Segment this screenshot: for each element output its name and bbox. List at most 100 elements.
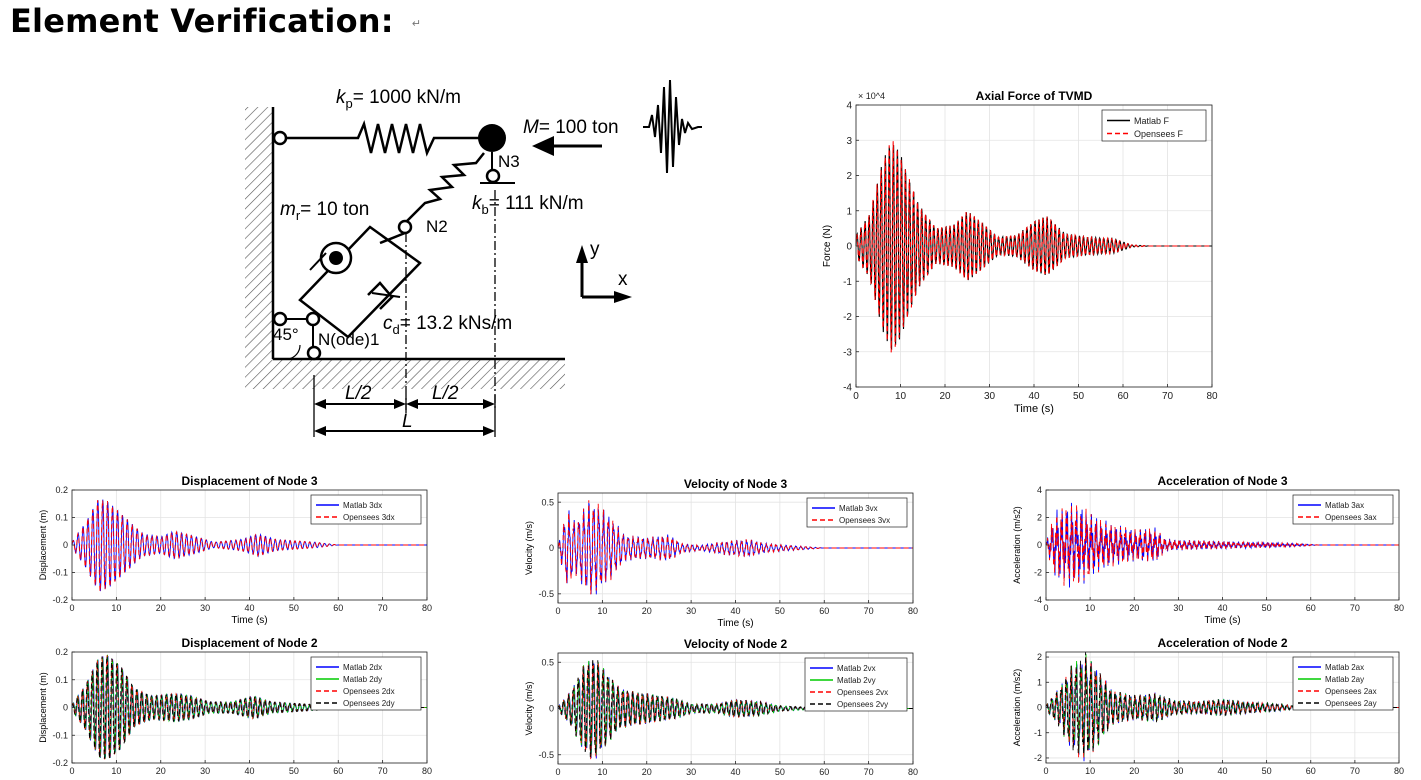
node2-label: N2 (426, 217, 448, 236)
y-tick-label: 0.5 (541, 657, 554, 667)
x-tick-label: 10 (1085, 766, 1095, 776)
x-tick-label: 70 (864, 606, 874, 616)
x-tick-label: 50 (1262, 603, 1272, 613)
y-axis-label: Acceleration (m/s2) (1012, 506, 1022, 584)
y-axis-label: Displacement (m) (38, 510, 48, 581)
series-line (855, 141, 1212, 353)
legend-label: Opensees 3ax (1325, 513, 1377, 522)
x-tick-label: 60 (1306, 603, 1316, 613)
x-tick-label: 80 (422, 603, 432, 613)
svg-text:kb= 111 kN/m: kb= 111 kN/m (472, 193, 584, 217)
x-tick-label: 50 (1262, 766, 1272, 776)
y-tick-label: 2 (846, 171, 852, 182)
x-tick-label: 30 (686, 767, 696, 777)
x-tick-label: 80 (422, 766, 432, 776)
x-tick-label: 20 (939, 391, 951, 402)
x-axis-label: Time (s) (1204, 615, 1240, 626)
y-tick-label: 0 (63, 540, 68, 550)
y-tick-label: -4 (1034, 595, 1042, 605)
mr-label: = 10 ton (300, 199, 369, 220)
legend-label: Opensees F (1134, 129, 1184, 139)
dim-left-label: L/2 (345, 383, 372, 404)
kp-spring (286, 120, 490, 157)
x-tick-label: 0 (69, 603, 74, 613)
x-tick-label: 60 (819, 606, 829, 616)
legend-box (804, 657, 908, 712)
legend-label: Opensees 3vx (839, 516, 890, 525)
x-tick-label: 50 (289, 603, 299, 613)
legend-label: Opensees 2dx (343, 687, 395, 696)
y-tick-label: -1 (1034, 728, 1042, 738)
x-tick-label: 0 (555, 767, 560, 777)
legend-label: Opensees 2dy (343, 699, 395, 708)
x-tick-label: 70 (1350, 603, 1360, 613)
y-tick-label: 0.1 (55, 675, 68, 685)
x-tick-label: 20 (1129, 603, 1139, 613)
x-axis-label: Time (s) (717, 618, 753, 629)
kb-label: = 111 kN/m (489, 193, 584, 214)
x-tick-label: 50 (289, 766, 299, 776)
x-tick-label: 80 (1394, 603, 1404, 613)
y-tick-label: -2 (1034, 568, 1042, 578)
dim-right-label: L/2 (432, 383, 459, 404)
mass-m (478, 124, 506, 152)
x-axis-label: Time (s) (1014, 403, 1054, 415)
kp-label: = 1000 kN/m (353, 87, 461, 108)
y-tick-label: -2 (1034, 753, 1042, 763)
y-exponent-label: × 10^4 (858, 91, 885, 101)
x-tick-label: 30 (200, 766, 210, 776)
legend-label: Opensees 2vx (837, 688, 888, 697)
legend-box (310, 494, 422, 525)
x-tick-label: 0 (1043, 766, 1048, 776)
cd-label: = 13.2 kNs/m (400, 313, 512, 334)
y-tick-label: -2 (843, 312, 852, 323)
legend-label: Matlab 2ay (1325, 675, 1364, 684)
x-tick-label: 80 (908, 606, 918, 616)
x-tick-label: 0 (853, 391, 859, 402)
y-tick-label: -4 (843, 383, 852, 394)
x-tick-label: 40 (1217, 766, 1227, 776)
x-tick-label: 10 (111, 603, 121, 613)
y-tick-label: 0 (846, 242, 852, 253)
x-tick-label: 50 (775, 767, 785, 777)
legend-label: Opensees 3dx (343, 513, 395, 522)
x-tick-label: 30 (1173, 766, 1183, 776)
x-tick-label: 10 (597, 767, 607, 777)
y-tick-label: 2 (1037, 652, 1042, 662)
x-tick-label: 40 (1028, 391, 1040, 402)
x-tick-label: 70 (378, 766, 388, 776)
x-tick-label: 20 (642, 767, 652, 777)
legend-box (1101, 109, 1207, 142)
y-tick-label: 1 (1037, 677, 1042, 687)
legend-label: Matlab 2ax (1325, 663, 1364, 672)
series-line (1045, 504, 1399, 586)
series-line (71, 500, 427, 592)
x-tick-label: 0 (1043, 603, 1048, 613)
ground-motion-icon (643, 79, 702, 174)
acceleration-node3-chart: 0 10 20 30 40 50 60 70 80 -4 -2 0 2 4 Acceleration of … (1012, 474, 1404, 626)
axis-y-label: y (590, 239, 600, 260)
y-tick-label: 0.2 (55, 485, 68, 495)
chart-title: Displacement of Node 3 (181, 474, 317, 488)
legend-box (1292, 494, 1394, 525)
x-tick-label: 20 (156, 603, 166, 613)
x-tick-label: 30 (200, 603, 210, 613)
svg-text:mr= 10 ton: mr= 10 ton (280, 199, 369, 223)
x-tick-label: 80 (1394, 766, 1404, 776)
x-tick-label: 20 (1129, 766, 1139, 776)
legend-label: Opensees 2vy (837, 700, 888, 709)
x-tick-label: 70 (1162, 391, 1174, 402)
y-axis-label: Velocity (m/s) (524, 681, 534, 735)
svg-text:cd= 13.2 kNs/m: cd= 13.2 kNs/m (383, 313, 512, 337)
page-heading: Element Verification: ↵ (10, 2, 421, 40)
angle-label: 45° (273, 325, 299, 344)
legend-label: Matlab 3dx (343, 501, 382, 510)
x-tick-label: 40 (730, 767, 740, 777)
legend-label: Matlab 2dx (343, 663, 382, 672)
x-tick-label: 10 (1085, 603, 1095, 613)
y-tick-label: 3 (846, 136, 852, 147)
legend-label: Matlab 2vy (837, 676, 876, 685)
x-tick-label: 30 (984, 391, 996, 402)
legend-label: Matlab 2dy (343, 675, 382, 684)
